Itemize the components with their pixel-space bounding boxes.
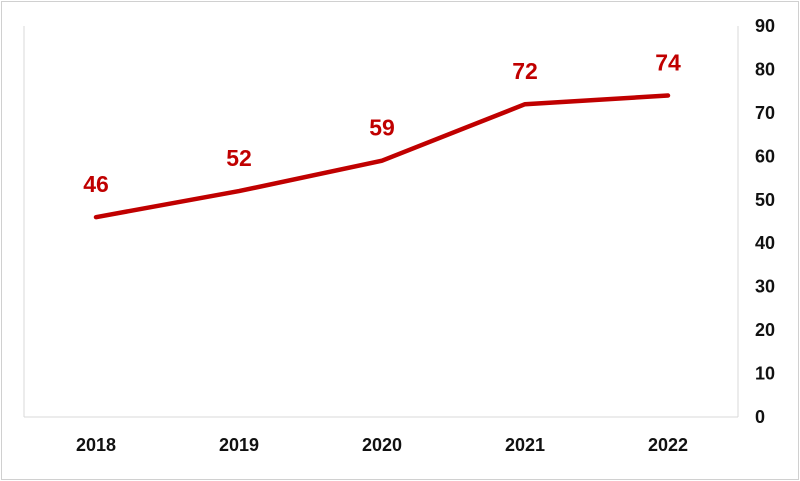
y-axis: 0 10 20 30 40 50 60 70 80 90 <box>755 16 775 427</box>
data-label: 52 <box>226 145 252 171</box>
x-axis: 2018 2019 2020 2021 2022 <box>76 435 688 455</box>
plot-area <box>23 26 739 418</box>
y-tick-label: 50 <box>755 190 775 210</box>
data-label: 59 <box>369 115 395 141</box>
series-group <box>93 93 671 220</box>
data-labels: 46 52 59 72 74 <box>83 50 681 198</box>
data-label: 74 <box>655 50 681 76</box>
x-tick-label: 2021 <box>505 435 545 455</box>
y-tick-label: 0 <box>755 407 765 427</box>
y-tick-label: 90 <box>755 16 775 36</box>
series-line <box>93 93 671 220</box>
x-tick-label: 2018 <box>76 435 116 455</box>
x-tick-label: 2022 <box>648 435 688 455</box>
y-tick-label: 10 <box>755 364 775 384</box>
y-tick-label: 70 <box>755 103 775 123</box>
y-tick-label: 80 <box>755 59 775 79</box>
x-tick-label: 2019 <box>219 435 259 455</box>
x-tick-label: 2020 <box>362 435 402 455</box>
y-tick-label: 30 <box>755 277 775 297</box>
y-tick-label: 60 <box>755 146 775 166</box>
y-tick-label: 40 <box>755 233 775 253</box>
data-label: 46 <box>83 171 109 197</box>
y-tick-label: 20 <box>755 320 775 340</box>
data-label: 72 <box>512 58 538 84</box>
